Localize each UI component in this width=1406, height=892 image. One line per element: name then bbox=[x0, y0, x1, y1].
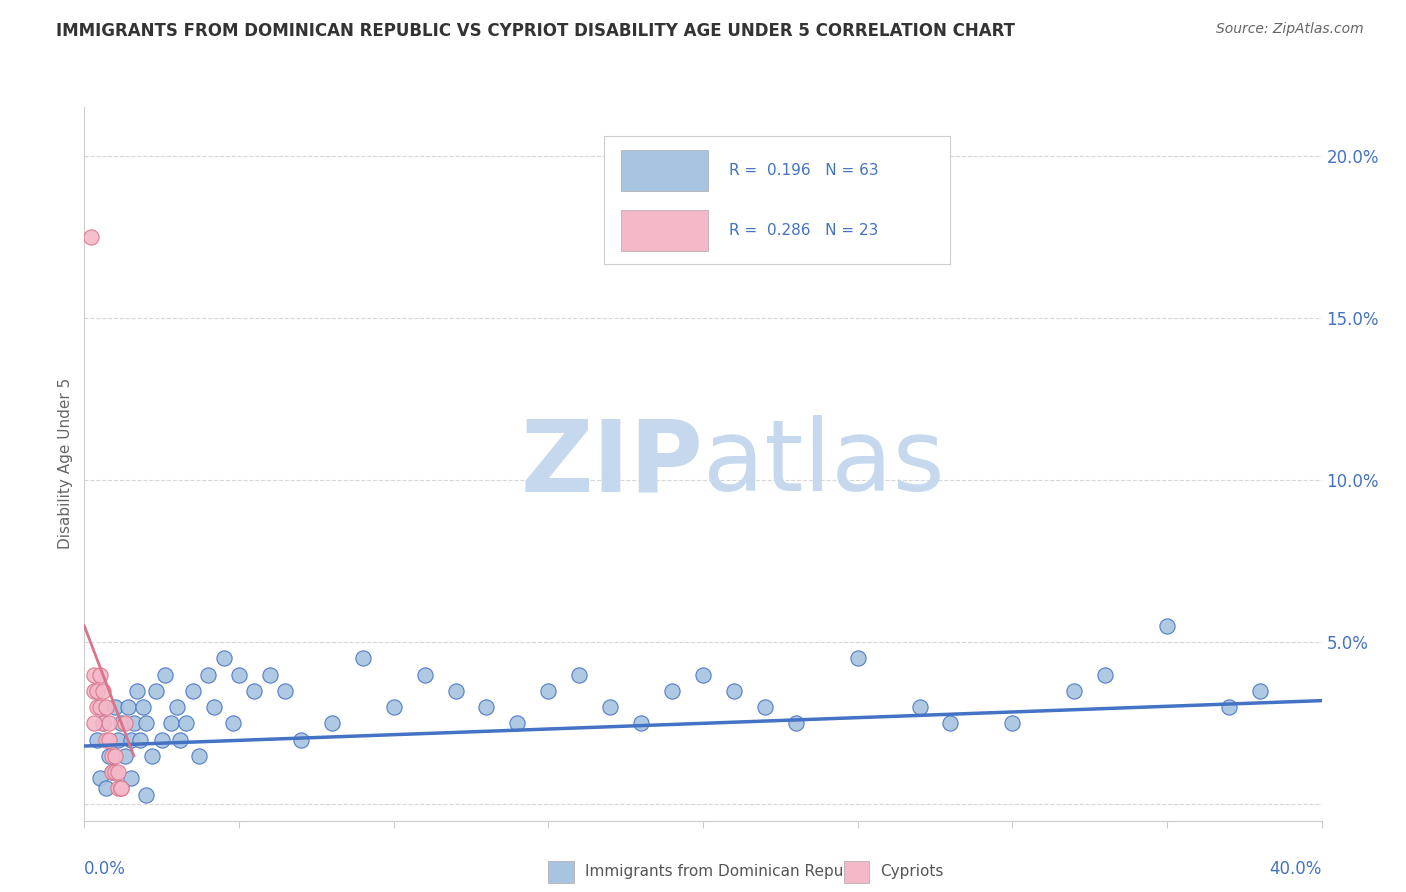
Point bbox=[568, 667, 591, 681]
Point bbox=[413, 667, 436, 681]
Point bbox=[166, 700, 188, 714]
Point bbox=[89, 667, 111, 681]
Point bbox=[104, 748, 127, 763]
Point bbox=[1218, 700, 1240, 714]
Point bbox=[94, 732, 117, 747]
Point bbox=[259, 667, 281, 681]
Point bbox=[94, 781, 117, 796]
Point bbox=[79, 229, 101, 244]
Point bbox=[692, 667, 714, 681]
Point bbox=[83, 667, 105, 681]
Point bbox=[1001, 716, 1024, 731]
Text: atlas: atlas bbox=[703, 416, 945, 512]
Point bbox=[89, 700, 111, 714]
Point bbox=[107, 732, 129, 747]
Bar bbox=[621, 211, 709, 252]
Point bbox=[290, 732, 312, 747]
Point bbox=[125, 684, 148, 698]
Point bbox=[104, 700, 127, 714]
Point bbox=[169, 732, 191, 747]
Point bbox=[122, 716, 145, 731]
Point bbox=[212, 651, 235, 665]
Point bbox=[110, 716, 132, 731]
Point bbox=[94, 700, 117, 714]
Point bbox=[197, 667, 219, 681]
Point bbox=[153, 667, 176, 681]
Point bbox=[630, 716, 652, 731]
Point bbox=[141, 748, 163, 763]
Point bbox=[202, 700, 225, 714]
Point bbox=[181, 684, 204, 698]
Point bbox=[661, 684, 683, 698]
Point bbox=[1094, 667, 1116, 681]
Point bbox=[1249, 684, 1271, 698]
Point bbox=[228, 667, 250, 681]
Point bbox=[537, 684, 560, 698]
Point bbox=[599, 700, 621, 714]
Point bbox=[101, 748, 124, 763]
Point bbox=[86, 684, 108, 698]
Text: R =  0.196   N = 63: R = 0.196 N = 63 bbox=[728, 162, 879, 178]
Point bbox=[129, 732, 152, 747]
Point bbox=[506, 716, 529, 731]
Point bbox=[132, 700, 155, 714]
Point bbox=[98, 716, 121, 731]
Point bbox=[1156, 619, 1178, 633]
Point bbox=[176, 716, 198, 731]
Point bbox=[114, 716, 136, 731]
Point bbox=[86, 700, 108, 714]
Point bbox=[120, 772, 142, 786]
Point bbox=[98, 748, 121, 763]
Point bbox=[110, 781, 132, 796]
Point bbox=[110, 781, 132, 796]
Point bbox=[846, 651, 869, 665]
Text: Cypriots: Cypriots bbox=[880, 864, 943, 880]
Point bbox=[222, 716, 245, 731]
Point bbox=[101, 764, 124, 779]
Point bbox=[120, 732, 142, 747]
Point bbox=[243, 684, 266, 698]
Point bbox=[1063, 684, 1085, 698]
Point bbox=[187, 748, 209, 763]
Point bbox=[98, 732, 121, 747]
Point bbox=[83, 684, 105, 698]
Point bbox=[104, 764, 127, 779]
Point bbox=[135, 716, 157, 731]
Point bbox=[91, 684, 114, 698]
Text: 0.0%: 0.0% bbox=[84, 860, 127, 878]
Text: 40.0%: 40.0% bbox=[1270, 860, 1322, 878]
Point bbox=[150, 732, 173, 747]
Point bbox=[444, 684, 467, 698]
Point bbox=[91, 716, 114, 731]
Point bbox=[86, 732, 108, 747]
Point bbox=[754, 700, 776, 714]
Point bbox=[274, 684, 297, 698]
Point bbox=[114, 748, 136, 763]
Point bbox=[475, 700, 498, 714]
Point bbox=[352, 651, 374, 665]
Point bbox=[160, 716, 183, 731]
Point bbox=[91, 716, 114, 731]
Text: ZIP: ZIP bbox=[520, 416, 703, 512]
Point bbox=[89, 772, 111, 786]
Text: IMMIGRANTS FROM DOMINICAN REPUBLIC VS CYPRIOT DISABILITY AGE UNDER 5 CORRELATION: IMMIGRANTS FROM DOMINICAN REPUBLIC VS CY… bbox=[56, 22, 1015, 40]
Point bbox=[939, 716, 962, 731]
Point bbox=[321, 716, 343, 731]
Point bbox=[107, 764, 129, 779]
Point bbox=[83, 716, 105, 731]
Text: Source: ZipAtlas.com: Source: ZipAtlas.com bbox=[1216, 22, 1364, 37]
Point bbox=[101, 764, 124, 779]
Point bbox=[145, 684, 167, 698]
Text: Immigrants from Dominican Republic: Immigrants from Dominican Republic bbox=[585, 864, 870, 880]
Point bbox=[117, 700, 139, 714]
Point bbox=[135, 788, 157, 802]
Point bbox=[908, 700, 931, 714]
Point bbox=[382, 700, 405, 714]
Text: R =  0.286   N = 23: R = 0.286 N = 23 bbox=[728, 223, 879, 238]
Point bbox=[785, 716, 807, 731]
Point bbox=[107, 781, 129, 796]
Point bbox=[723, 684, 745, 698]
Y-axis label: Disability Age Under 5: Disability Age Under 5 bbox=[58, 378, 73, 549]
Bar bbox=[621, 150, 709, 191]
